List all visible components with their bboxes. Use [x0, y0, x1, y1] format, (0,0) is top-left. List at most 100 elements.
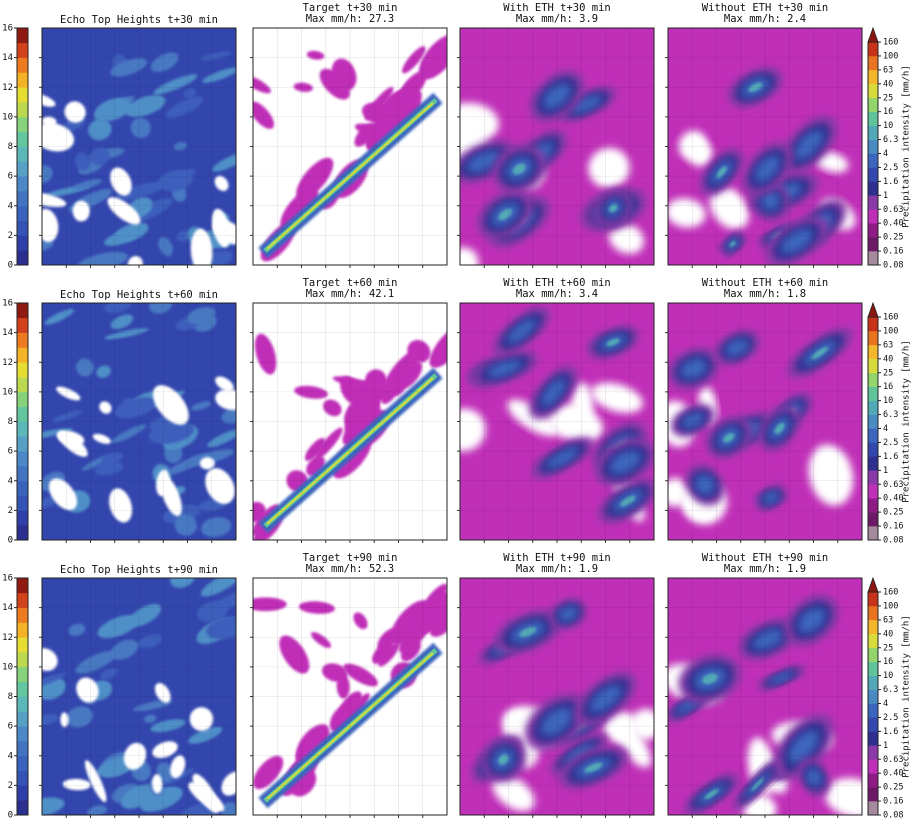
colorbar-segment: [17, 682, 28, 697]
map-panel: [657, 578, 887, 825]
panel-title: Max mm/h: 1.8: [724, 288, 806, 300]
colorbar-segment: [868, 592, 878, 606]
colorbar-segment: [868, 42, 878, 56]
colorbar-segment: [17, 191, 28, 206]
colorbar-segment: [868, 98, 878, 112]
colorbar-segment: [868, 456, 878, 470]
colorbar-segment: [17, 652, 28, 667]
colorbar-segment: [868, 373, 878, 387]
colorbar-tick-label: 4: [883, 149, 888, 159]
colorbar-tick-label: 12: [2, 358, 13, 368]
colorbar-segment: [17, 466, 28, 481]
colorbar-segment: [17, 117, 28, 132]
colorbar-segment: [17, 333, 28, 348]
colorbar-segment: [17, 697, 28, 712]
colorbar-tick-label: 4: [883, 424, 888, 434]
colorbar-segment: [868, 112, 878, 126]
colorbar-tick-label: 14: [2, 53, 13, 63]
colorbar-tick-label: 160: [883, 38, 898, 48]
colorbar-tick-label: 10: [883, 396, 893, 406]
colorbar-segment: [17, 510, 28, 525]
colorbar-tick-label: 0.40: [883, 494, 903, 504]
colorbar-segment: [868, 648, 878, 662]
panel-title: Max mm/h: 52.3: [306, 563, 395, 575]
colorbar-segment: [17, 206, 28, 221]
colorbar-tick-label: 0.16: [883, 797, 903, 807]
colorbar-tick-label: 14: [2, 603, 13, 613]
colorbar-segment: [17, 785, 28, 800]
colorbar-segment: [17, 58, 28, 73]
field-blob: [244, 597, 286, 611]
colorbar-tick-label: 160: [883, 588, 898, 598]
colorbar-tick-label: 10: [2, 387, 13, 397]
colorbar-segment: [17, 147, 28, 162]
colorbar-tick-label: 2.5: [883, 438, 898, 448]
colorbar-segment: [17, 303, 28, 318]
colorbar-segment: [17, 711, 28, 726]
colorbar-segment: [868, 606, 878, 620]
colorbar-segment: [868, 676, 878, 690]
colorbar-segment: [17, 43, 28, 58]
colorbar-segment: [17, 161, 28, 176]
colorbar-segment: [17, 496, 28, 511]
colorbar-tick-label: 40: [883, 79, 893, 89]
colorbar-segment: [868, 429, 878, 443]
map-panel: [241, 28, 467, 267]
colorbar-segment: [868, 717, 878, 731]
colorbar-tick-label: 0.08: [883, 536, 903, 546]
colorbar-segment: [17, 347, 28, 362]
colorbar-tick-label: 8: [8, 692, 13, 702]
colorbar-tick-label: 0: [8, 536, 13, 546]
colorbar-tick-label: 1.6: [883, 727, 898, 737]
colorbar-tick-label: 6: [8, 447, 13, 457]
colorbar-segment: [868, 331, 878, 345]
colorbar-segment: [17, 771, 28, 786]
colorbar-segment: [868, 745, 878, 759]
colorbar-tick-label: 0.40: [883, 219, 903, 229]
colorbar-segment: [17, 741, 28, 756]
colorbar-tick-label: 4: [8, 201, 13, 211]
colorbar-segment: [868, 387, 878, 401]
colorbar-tick-label: 14: [2, 328, 13, 338]
colorbar-tick-label: 100: [883, 326, 898, 336]
colorbar-segment: [868, 181, 878, 195]
colorbar-segment: [868, 634, 878, 648]
colorbar-tick-label: 25: [883, 93, 893, 103]
colorbar-tick-label: 16: [2, 299, 13, 309]
colorbar-segment: [868, 209, 878, 223]
colorbar-segment: [17, 637, 28, 652]
colorbar-tick-label: 6.3: [883, 410, 898, 420]
panel-title: Max mm/h: 1.9: [724, 563, 806, 575]
colorbar-tick-label: 1.6: [883, 177, 898, 187]
panel-title: Max mm/h: 2.4: [724, 13, 806, 25]
colorbar-segment: [868, 154, 878, 168]
panel-title: Max mm/h: 3.4: [516, 288, 598, 300]
colorbar-tick-label: 100: [883, 601, 898, 611]
colorbar-segment: [868, 512, 878, 526]
panel-title: Echo Top Heights t+30 min: [60, 14, 218, 26]
colorbar-segment: [17, 28, 28, 43]
panel-title: Max mm/h: 42.1: [306, 288, 395, 300]
colorbar-tick-label: 16: [883, 382, 893, 392]
colorbar-segment: [868, 317, 878, 331]
colorbar-segment: [868, 526, 878, 540]
colorbar-segment: [17, 72, 28, 87]
colorbar-segment: [17, 132, 28, 147]
colorbar-segment: [868, 359, 878, 373]
colorbar-segment: [17, 578, 28, 593]
colorbar-tick-label: 2: [8, 781, 13, 791]
colorbar-tick-label: 1: [883, 466, 888, 476]
colorbar-segment: [17, 800, 28, 815]
colorbar-tick-label: 4: [883, 699, 888, 709]
colorbar-tick-label: 6.3: [883, 685, 898, 695]
colorbar-label: Precipitation intensity [mm/h]: [902, 65, 912, 228]
colorbar-segment: [868, 690, 878, 704]
colorbar-segment: [17, 481, 28, 496]
colorbar-segment: [17, 622, 28, 637]
colorbar-segment: [868, 731, 878, 745]
colorbar-tick-label: 1: [883, 741, 888, 751]
colorbar-segment: [17, 407, 28, 422]
colorbar-tick-label: 10: [2, 662, 13, 672]
colorbar-tick-label: 63: [883, 65, 893, 75]
colorbar-extend: [868, 578, 878, 592]
